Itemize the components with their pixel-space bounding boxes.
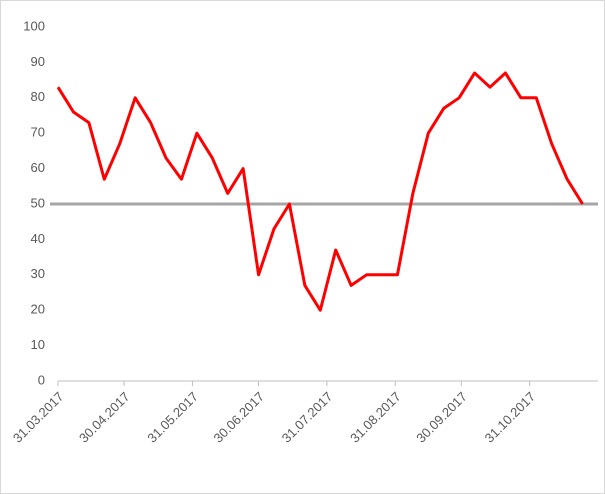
y-tick-label: 30: [31, 266, 45, 281]
y-tick-label: 100: [23, 18, 45, 33]
y-tick-label: 50: [31, 195, 45, 210]
y-tick-label: 10: [31, 337, 45, 352]
y-tick-label: 40: [31, 231, 45, 246]
y-tick-label: 80: [31, 89, 45, 104]
line-series: [56, 71, 584, 312]
y-tick-label: 70: [31, 125, 45, 140]
y-tick-label: 0: [38, 372, 45, 387]
y-tick-label: 90: [31, 54, 45, 69]
y-tick-label: 60: [31, 160, 45, 175]
y-tick-label: 20: [31, 302, 45, 317]
